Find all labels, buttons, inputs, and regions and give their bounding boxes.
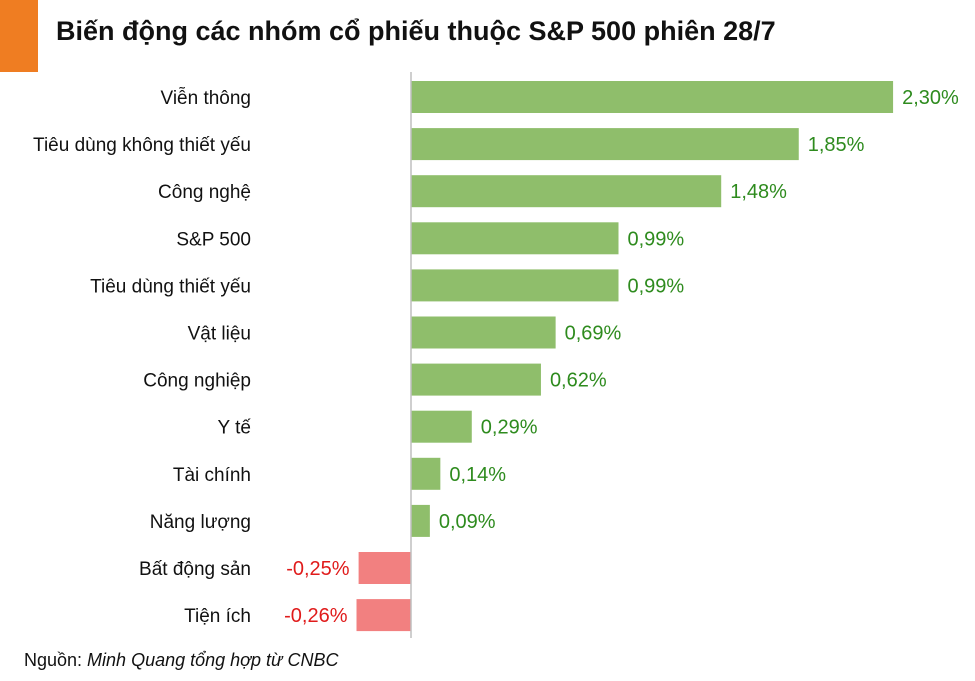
data-label: 0,14% <box>449 464 506 486</box>
bar <box>411 175 722 208</box>
category-label: Bất động sản <box>139 559 251 580</box>
bar <box>411 269 619 302</box>
category-label: Công nghiệp <box>143 371 251 392</box>
category-label: Tiện ích <box>184 606 251 627</box>
data-label: -0,26% <box>284 605 348 627</box>
bar <box>411 81 894 113</box>
category-label: Tiêu dùng thiết yếu <box>90 276 251 297</box>
category-label: Y tế <box>218 418 252 439</box>
data-label: -0,25% <box>286 558 350 580</box>
title-accent-bar <box>0 0 38 72</box>
category-label: Viễn thông <box>160 87 251 109</box>
source-prefix: Nguồn: <box>24 650 88 670</box>
data-label: 0,99% <box>628 228 685 250</box>
source-text: Minh Quang tổng hợp từ CNBC <box>87 650 339 670</box>
category-label: Tiêu dùng không thiết yếu <box>33 135 251 156</box>
bar <box>411 222 619 255</box>
category-label: S&P 500 <box>176 229 251 250</box>
category-label: Tài chính <box>173 465 251 486</box>
data-label: 2,30% <box>902 87 959 109</box>
bar <box>411 457 441 490</box>
data-label: 0,62% <box>550 370 607 392</box>
chart-title: Biến động các nhóm cổ phiếu thuộc S&P 50… <box>56 16 776 46</box>
category-label: Công nghệ <box>158 182 251 203</box>
bar <box>358 552 411 584</box>
data-label: 0,09% <box>439 511 496 533</box>
data-label: 0,99% <box>628 275 685 297</box>
category-label: Vật liệu <box>188 324 251 345</box>
bar <box>411 316 556 349</box>
bar <box>411 128 799 161</box>
data-label: 1,85% <box>808 134 865 156</box>
bar <box>356 599 411 632</box>
data-label: 0,69% <box>565 323 622 345</box>
bar <box>411 363 541 396</box>
bar <box>411 410 472 443</box>
category-label: Năng lượng <box>150 512 251 533</box>
data-label: 1,48% <box>730 181 787 203</box>
source-note: Nguồn: Minh Quang tổng hợp từ CNBC <box>24 650 338 671</box>
bar <box>411 504 430 537</box>
data-label: 0,29% <box>481 417 538 439</box>
